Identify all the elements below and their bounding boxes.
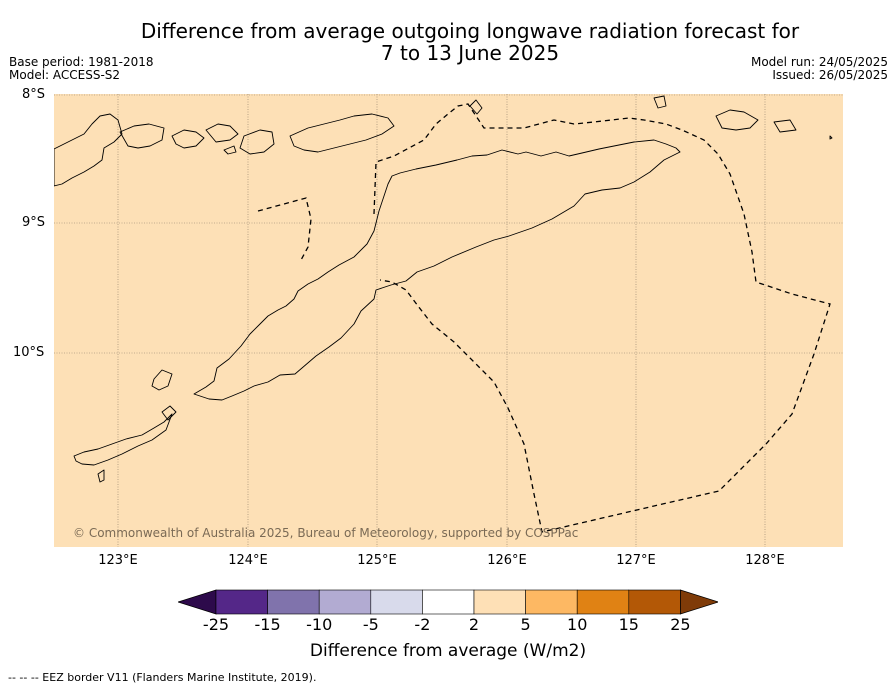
colorbar-bin-1 — [267, 589, 320, 615]
colorbar-tick-label: 10 — [567, 615, 588, 634]
meta-left: Base period: 1981-2018 Model: ACCESS-S2 — [9, 56, 154, 82]
colorbar-bin-5 — [473, 589, 526, 615]
colorbar-bin-6 — [525, 589, 578, 615]
map-panel — [54, 94, 843, 547]
lon-label-124e: 124°E — [228, 553, 268, 568]
colorbar-tick-label: 2 — [468, 615, 480, 634]
colorbar-bin-4 — [422, 589, 475, 615]
base-period: Base period: 1981-2018 — [9, 55, 154, 69]
colorbar-bin-3 — [370, 589, 423, 615]
colorbar-tick-label: -5 — [362, 615, 379, 634]
issued-date: Issued: 26/05/2025 — [772, 68, 888, 82]
colorbar-tick-label: 25 — [670, 615, 691, 634]
model-name: Model: ACCESS-S2 — [9, 68, 121, 82]
colorbar-tick-label: -25 — [202, 615, 230, 634]
colorbar-tick-label: 15 — [618, 615, 639, 634]
colorbar-bin-0 — [215, 589, 268, 615]
map-title-line1: Difference from average outgoing longwav… — [140, 19, 800, 43]
colorbar-bin-2 — [318, 589, 372, 615]
eez-border-note: -- -- -- EEZ border V11 (Flanders Marine… — [8, 671, 317, 684]
map-title: Difference from average outgoing longwav… — [60, 20, 880, 64]
map-background — [54, 94, 843, 547]
lon-label-127e: 127°E — [616, 553, 656, 568]
lat-label-9s: 9°S — [22, 215, 46, 230]
colorbar-extend-max — [679, 589, 718, 615]
gridlines — [54, 94, 843, 547]
lon-label-126e: 126°E — [487, 553, 527, 568]
eez-border — [257, 103, 831, 533]
meta-right: Model run: 24/05/2025 Issued: 26/05/2025 — [751, 56, 888, 82]
model-run: Model run: 24/05/2025 — [750, 55, 888, 69]
copyright-notice: © Commonwealth of Australia 2025, Bureau… — [73, 526, 579, 540]
colorbar-extend-min — [178, 589, 217, 615]
lat-label-8s: 8°S — [22, 87, 46, 102]
colorbar-label: Difference from average (W/m2) — [309, 641, 587, 661]
colorbar-bin-8 — [628, 589, 681, 615]
map-title-line2: 7 to 13 June 2025 — [380, 41, 560, 65]
lon-label-128e: 128°E — [745, 553, 785, 568]
lon-label-125e: 125°E — [357, 553, 397, 568]
lon-label-123e: 123°E — [98, 553, 138, 568]
lat-label-10s: 10°S — [13, 345, 45, 360]
colorbar — [178, 589, 718, 615]
colorbar-tick-label: 5 — [520, 615, 531, 634]
colorbar-bin-7 — [576, 589, 630, 615]
colorbar-tick-label: -2 — [414, 615, 431, 634]
colorbar-tick-label: -10 — [306, 615, 333, 634]
colorbar-segments — [178, 589, 718, 615]
coastlines — [54, 95, 833, 483]
colorbar-tick-label: -15 — [254, 615, 281, 634]
